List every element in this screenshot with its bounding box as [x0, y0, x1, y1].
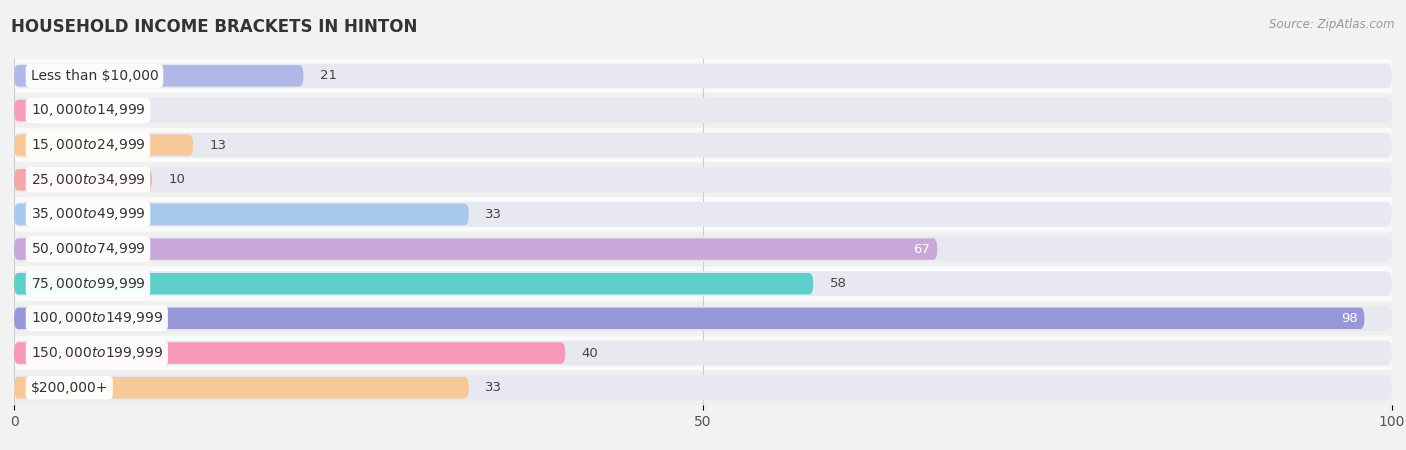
FancyBboxPatch shape [0, 197, 1406, 232]
Text: 13: 13 [209, 139, 226, 152]
Text: $100,000 to $149,999: $100,000 to $149,999 [31, 310, 163, 326]
Text: $35,000 to $49,999: $35,000 to $49,999 [31, 207, 145, 222]
FancyBboxPatch shape [14, 167, 1392, 192]
Text: 10: 10 [169, 173, 186, 186]
FancyBboxPatch shape [0, 58, 1406, 93]
FancyBboxPatch shape [14, 308, 1364, 329]
FancyBboxPatch shape [14, 65, 304, 86]
FancyBboxPatch shape [0, 128, 1406, 162]
FancyBboxPatch shape [14, 306, 1392, 331]
FancyBboxPatch shape [0, 266, 1406, 301]
FancyBboxPatch shape [14, 271, 1392, 296]
FancyBboxPatch shape [0, 93, 1406, 128]
FancyBboxPatch shape [14, 133, 1392, 158]
Text: Less than $10,000: Less than $10,000 [31, 69, 159, 83]
Text: HOUSEHOLD INCOME BRACKETS IN HINTON: HOUSEHOLD INCOME BRACKETS IN HINTON [11, 18, 418, 36]
Text: $10,000 to $14,999: $10,000 to $14,999 [31, 103, 145, 118]
FancyBboxPatch shape [14, 98, 1392, 123]
FancyBboxPatch shape [14, 273, 813, 294]
FancyBboxPatch shape [14, 341, 1392, 365]
Text: $15,000 to $24,999: $15,000 to $24,999 [31, 137, 145, 153]
FancyBboxPatch shape [14, 100, 42, 121]
FancyBboxPatch shape [14, 377, 468, 398]
FancyBboxPatch shape [14, 63, 1392, 88]
Text: 58: 58 [830, 277, 846, 290]
Text: $75,000 to $99,999: $75,000 to $99,999 [31, 276, 145, 292]
FancyBboxPatch shape [0, 301, 1406, 336]
FancyBboxPatch shape [14, 375, 1392, 400]
FancyBboxPatch shape [14, 238, 938, 260]
Text: 98: 98 [1341, 312, 1358, 325]
Text: $50,000 to $74,999: $50,000 to $74,999 [31, 241, 145, 257]
FancyBboxPatch shape [14, 202, 1392, 227]
FancyBboxPatch shape [14, 135, 193, 156]
Text: $200,000+: $200,000+ [31, 381, 108, 395]
FancyBboxPatch shape [14, 169, 152, 190]
FancyBboxPatch shape [0, 370, 1406, 405]
Text: Source: ZipAtlas.com: Source: ZipAtlas.com [1270, 18, 1395, 31]
FancyBboxPatch shape [14, 204, 468, 225]
Text: 2: 2 [58, 104, 66, 117]
FancyBboxPatch shape [14, 342, 565, 364]
FancyBboxPatch shape [0, 336, 1406, 370]
Text: $25,000 to $34,999: $25,000 to $34,999 [31, 172, 145, 188]
FancyBboxPatch shape [0, 162, 1406, 197]
Text: 21: 21 [321, 69, 337, 82]
Text: $150,000 to $199,999: $150,000 to $199,999 [31, 345, 163, 361]
FancyBboxPatch shape [14, 237, 1392, 261]
Text: 40: 40 [582, 346, 599, 360]
FancyBboxPatch shape [0, 232, 1406, 266]
Text: 33: 33 [485, 208, 502, 221]
Text: 67: 67 [914, 243, 931, 256]
Text: 33: 33 [485, 381, 502, 394]
